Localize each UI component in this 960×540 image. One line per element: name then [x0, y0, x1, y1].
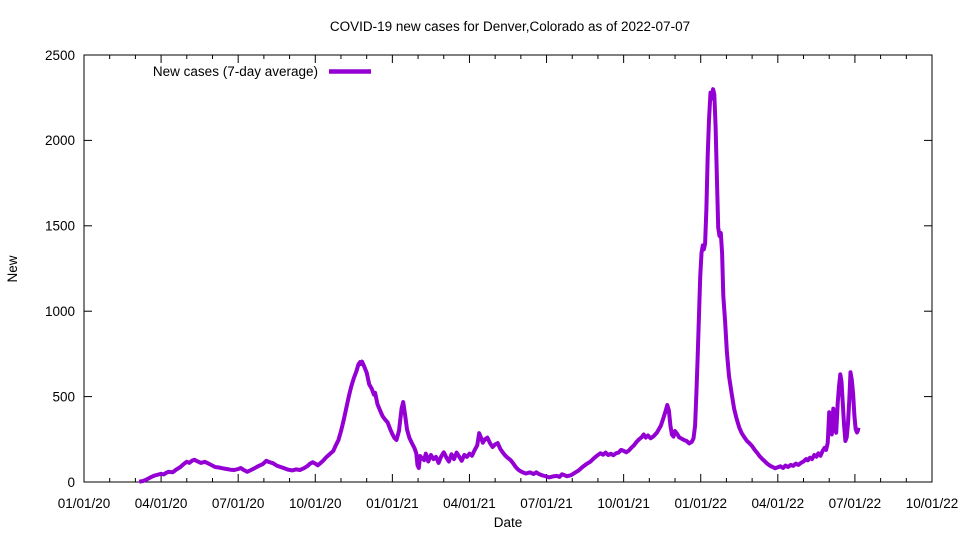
x-tick-label: 07/01/20	[212, 496, 265, 511]
x-tick-label: 01/01/20	[58, 496, 111, 511]
x-tick-label: 10/01/22	[906, 496, 959, 511]
y-tick-label: 2000	[45, 133, 75, 148]
y-tick-label: 2500	[45, 48, 75, 63]
x-tick-label: 07/01/22	[829, 496, 882, 511]
x-tick-label: 07/01/21	[520, 496, 573, 511]
x-tick-label: 10/01/21	[597, 496, 650, 511]
x-tick-label: 04/01/20	[135, 496, 188, 511]
y-tick-label: 0	[67, 475, 75, 490]
x-tick-label: 01/01/22	[674, 496, 727, 511]
chart-title: COVID-19 new cases for Denver,Colorado a…	[330, 19, 690, 34]
x-tick-label: 01/01/21	[366, 496, 419, 511]
data-line-new-cases	[138, 87, 861, 484]
legend-label: New cases (7-day average)	[153, 64, 318, 79]
y-axis-title: New	[5, 255, 20, 282]
plot-border	[83, 54, 933, 483]
y-tick-label: 500	[52, 389, 75, 404]
x-axis-title: Date	[494, 515, 523, 530]
x-tick-label: 10/01/20	[289, 496, 342, 511]
x-tick-label: 04/01/22	[752, 496, 805, 511]
y-tick-label: 1000	[45, 304, 75, 319]
y-tick-label: 1500	[45, 219, 75, 234]
x-tick-label: 04/01/21	[443, 496, 496, 511]
chart-generated-layer: 01/01/20 04/01/20 07/01/20 10/01/20 01/01/21…	[45, 48, 958, 511]
